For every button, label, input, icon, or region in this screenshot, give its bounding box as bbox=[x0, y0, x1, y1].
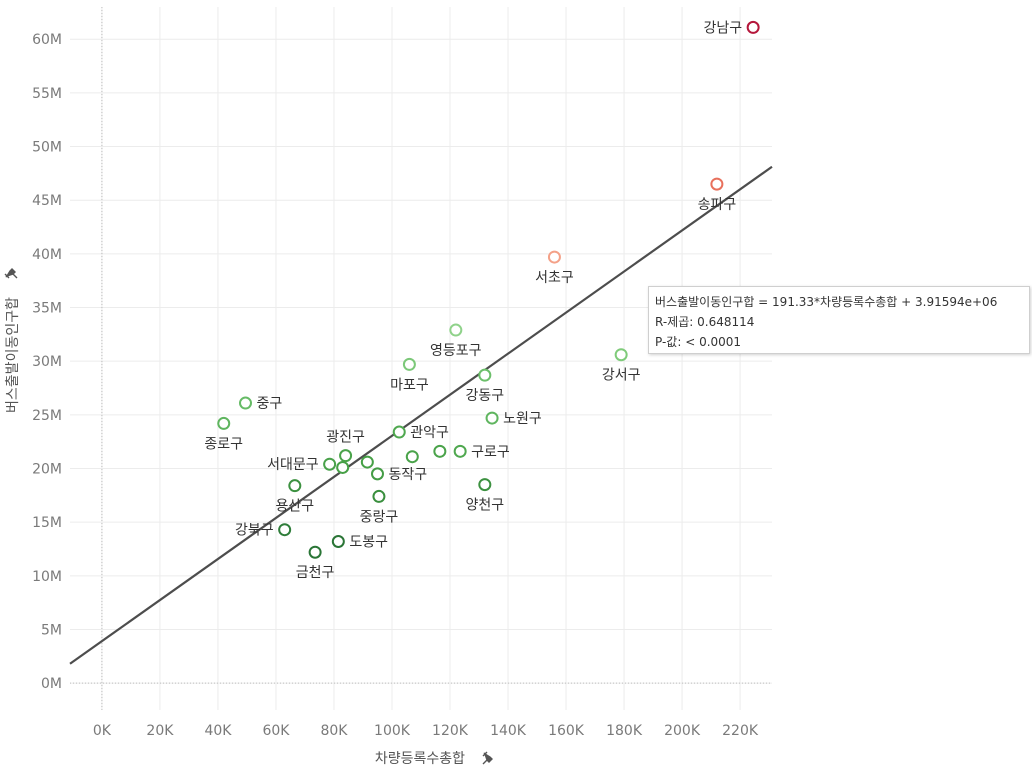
x-tick-label: 160K bbox=[548, 723, 585, 739]
data-point bbox=[402, 357, 416, 371]
data-point-label: 동작구 bbox=[388, 467, 427, 483]
x-tick-label: 80K bbox=[320, 723, 348, 739]
data-point-label: 노원구 bbox=[503, 411, 542, 427]
x-axis-title-group[interactable]: 차량등록수총합 bbox=[375, 751, 493, 767]
data-point bbox=[710, 177, 724, 191]
data-point-label: 종로구 bbox=[204, 436, 243, 452]
data-point-label: 강북구 bbox=[235, 523, 274, 539]
data-point bbox=[323, 457, 337, 471]
x-tick-label: 40K bbox=[204, 723, 232, 739]
data-point-label: 구로구 bbox=[471, 444, 510, 460]
data-point bbox=[308, 545, 322, 559]
x-axis-ticks: 0K 20K 40K 60K 80K 100K 120K 140K 160K 180K 200K 22… bbox=[93, 723, 759, 739]
tooltip-r-squared: R-제곱: 0.648114 bbox=[655, 315, 755, 329]
y-tick-label: 20M bbox=[32, 462, 62, 478]
data-point bbox=[339, 449, 353, 463]
data-point-label: 서초구 bbox=[535, 270, 574, 286]
data-point-label: 송파구 bbox=[698, 197, 737, 213]
data-point bbox=[449, 323, 463, 337]
data-point-label: 강서구 bbox=[602, 368, 641, 384]
y-axis-title: 버스출발이동인구합 bbox=[5, 297, 21, 413]
data-point bbox=[239, 396, 252, 410]
x-axis-title: 차량등록수총합 bbox=[375, 751, 465, 767]
zero-lines bbox=[70, 7, 772, 710]
data-point bbox=[453, 444, 467, 458]
data-point bbox=[478, 368, 492, 382]
data-point bbox=[360, 455, 374, 469]
data-point bbox=[478, 478, 492, 492]
data-point bbox=[547, 250, 561, 264]
y-tick-label: 10M bbox=[32, 569, 62, 585]
data-point-label: 광진구 bbox=[326, 430, 365, 446]
tooltip-equation: 버스출발이동인구합 = 191.33*차량등록수총합 + 3.91594e+06 bbox=[655, 295, 998, 309]
y-tick-label: 0M bbox=[41, 676, 62, 692]
y-axis-ticks: 0M 5M 10M 15M 20M 25M 30M 35M 40M 45M 50M 55M 60M bbox=[32, 32, 62, 692]
y-axis-title-group[interactable]: 버스출발이동인구합 bbox=[4, 268, 21, 413]
data-point-label: 강남구 bbox=[704, 20, 743, 36]
y-tick-label: 45M bbox=[32, 193, 62, 209]
x-tick-label: 220K bbox=[722, 723, 759, 739]
data-point-label: 마포구 bbox=[390, 377, 429, 393]
x-tick-label: 200K bbox=[664, 723, 701, 739]
x-tick-label: 20K bbox=[146, 723, 174, 739]
data-point-label: 관악구 bbox=[410, 425, 449, 441]
data-point bbox=[614, 348, 628, 362]
y-tick-label: 40M bbox=[32, 247, 62, 263]
y-tick-label: 55M bbox=[32, 86, 62, 102]
data-point bbox=[288, 479, 302, 493]
tooltip-p-value: P-값: < 0.0001 bbox=[655, 335, 742, 349]
x-tick-label: 180K bbox=[606, 723, 643, 739]
data-point bbox=[331, 534, 345, 548]
y-tick-label: 60M bbox=[32, 32, 62, 48]
data-point-label: 중랑구 bbox=[360, 509, 399, 525]
x-tick-label: 0K bbox=[93, 723, 112, 739]
trend-line-tooltip: 버스출발이동인구합 = 191.33*차량등록수총합 + 3.91594e+06… bbox=[648, 286, 1030, 354]
data-point-label: 양천구 bbox=[465, 498, 504, 514]
pin-icon[interactable] bbox=[4, 268, 18, 279]
data-point bbox=[433, 444, 447, 458]
data-point bbox=[372, 489, 386, 503]
x-tick-label: 120K bbox=[432, 723, 469, 739]
data-point-label: 중구 bbox=[257, 396, 283, 412]
data-point bbox=[370, 467, 384, 481]
grid bbox=[70, 7, 772, 710]
trend-line-group bbox=[69, 165, 773, 665]
data-point-label: 용산구 bbox=[275, 499, 314, 515]
y-tick-label: 35M bbox=[32, 301, 62, 317]
trend-line bbox=[69, 165, 773, 665]
data-point-label: 도봉구 bbox=[349, 534, 388, 550]
x-tick-label: 140K bbox=[490, 723, 527, 739]
data-point bbox=[278, 523, 292, 537]
data-point bbox=[217, 416, 231, 430]
data-point bbox=[746, 20, 760, 34]
y-tick-label: 25M bbox=[32, 408, 62, 424]
y-tick-label: 15M bbox=[32, 515, 62, 531]
data-point bbox=[336, 460, 350, 474]
y-tick-label: 50M bbox=[32, 140, 62, 156]
data-point bbox=[405, 450, 419, 464]
data-point-label: 강동구 bbox=[465, 388, 504, 404]
data-point bbox=[392, 425, 406, 439]
x-tick-label: 60K bbox=[262, 723, 290, 739]
pin-icon[interactable] bbox=[482, 751, 493, 765]
data-point-label: 서대문구 bbox=[267, 457, 319, 473]
y-tick-label: 30M bbox=[32, 354, 62, 370]
data-point-label: 금천구 bbox=[296, 565, 335, 581]
data-point bbox=[485, 411, 499, 425]
data-point-label: 영등포구 bbox=[430, 343, 482, 359]
x-tick-label: 100K bbox=[374, 723, 411, 739]
y-tick-label: 5M bbox=[41, 623, 62, 639]
